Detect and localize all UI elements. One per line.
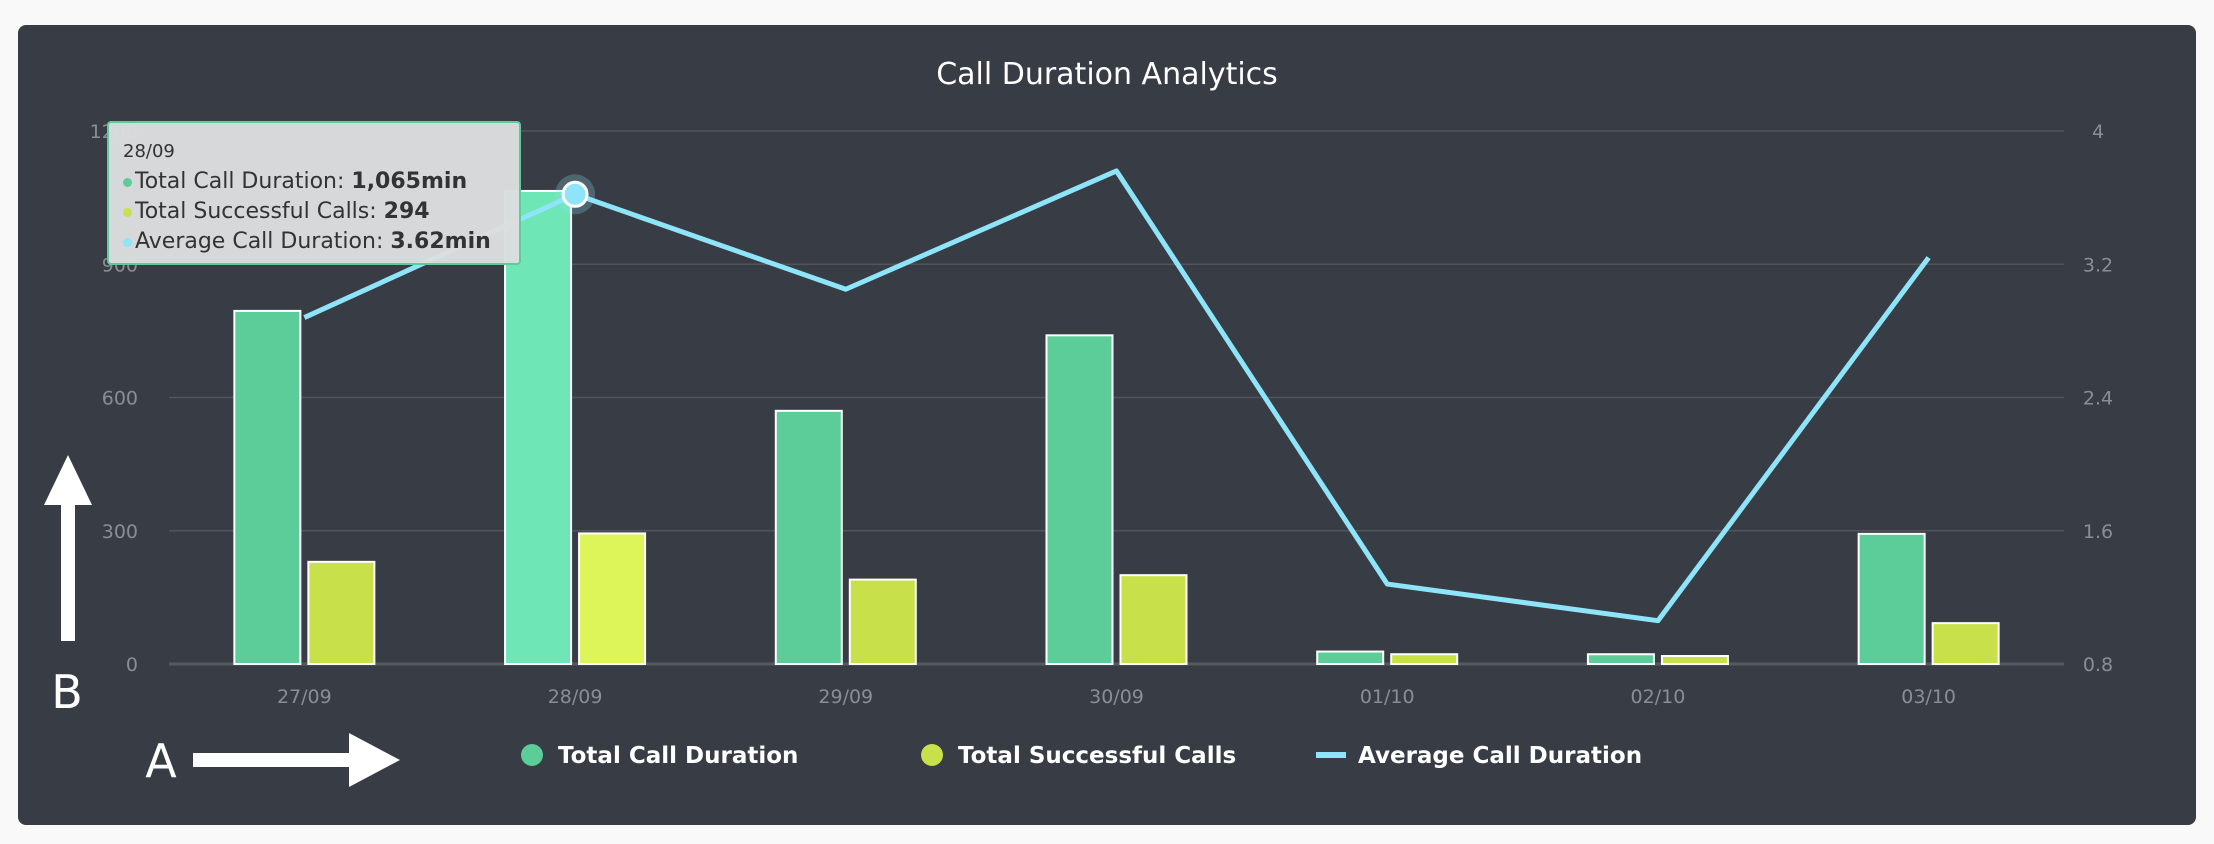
- line-point: [561, 180, 589, 208]
- y-right-tick-label: 3.2: [2083, 254, 2113, 276]
- tooltip-date: 28/09: [123, 141, 175, 162]
- tooltip: 28/09 Total Call Duration: 1,065min Tota…: [107, 121, 521, 265]
- legend-marker-average-call-duration: [1316, 752, 1346, 758]
- x-tick-label: 29/09: [818, 686, 873, 708]
- bar-total-call-duration: [1316, 650, 1385, 666]
- x-tick-label: 28/09: [548, 686, 603, 708]
- x-tick-label: 30/09: [1089, 686, 1144, 708]
- dot-icon: [123, 177, 132, 187]
- x-tick-label: 27/09: [277, 686, 332, 708]
- tooltip-row-successful: Total Successful Calls: 294: [123, 197, 505, 227]
- bar-total-successful-calls: [578, 532, 647, 665]
- y-left-tick-label: 600: [102, 388, 138, 410]
- tooltip-label: Average Call Duration:: [135, 229, 391, 254]
- y-left-tick-label: 0: [126, 654, 138, 676]
- up-arrow-icon: [44, 455, 92, 641]
- dot-icon: [123, 237, 132, 247]
- tooltip-label: Total Call Duration:: [135, 169, 352, 194]
- right-arrow-icon: [193, 733, 400, 787]
- tooltip-label: Total Successful Calls:: [135, 199, 384, 224]
- x-tick-label: 01/10: [1360, 686, 1415, 708]
- y-right-tick-label: 4: [2092, 121, 2104, 143]
- tooltip-value: 294: [383, 199, 430, 224]
- tooltip-value: 3.62min: [390, 229, 491, 254]
- tooltip-row-average: Average Call Duration: 3.62min: [123, 227, 505, 257]
- bar-total-call-duration: [1586, 653, 1655, 665]
- legend-label: Average Call Duration: [1358, 743, 1642, 769]
- bar-total-successful-calls: [1931, 622, 2000, 665]
- y-right-tick-label: 2.4: [2083, 388, 2113, 410]
- bar-total-call-duration: [504, 189, 573, 665]
- annotation-label-b: B: [51, 665, 83, 719]
- bar-total-successful-calls: [1390, 653, 1459, 665]
- bar-total-successful-calls: [307, 560, 376, 666]
- bar-total-call-duration: [1045, 334, 1114, 665]
- tooltip-value: 1,065min: [351, 169, 468, 194]
- tooltip-row-duration: Total Call Duration: 1,065min: [123, 167, 505, 197]
- y-right-tick-label: 1.6: [2083, 521, 2113, 543]
- y-left-tick-label: 300: [102, 521, 138, 543]
- legend-marker-total-call-duration: [521, 744, 543, 766]
- dot-icon: [123, 207, 132, 217]
- y-right-tick-label: 0.8: [2083, 654, 2113, 676]
- bar-total-successful-calls: [848, 578, 917, 666]
- legend-label: Total Successful Calls: [958, 743, 1236, 769]
- x-tick-label: 02/10: [1631, 686, 1686, 708]
- bar-total-call-duration: [774, 409, 843, 666]
- x-tick-label: 03/10: [1901, 686, 1956, 708]
- bar-total-successful-calls: [1660, 655, 1729, 666]
- annotation-label-a: A: [145, 734, 177, 788]
- bar-total-call-duration: [1857, 532, 1926, 666]
- chart-title: Call Duration Analytics: [936, 57, 1278, 92]
- bar-total-successful-calls: [1119, 574, 1188, 666]
- legend-marker-total-successful-calls: [921, 744, 943, 766]
- legend-label: Total Call Duration: [558, 743, 798, 769]
- bar-total-call-duration: [233, 309, 302, 665]
